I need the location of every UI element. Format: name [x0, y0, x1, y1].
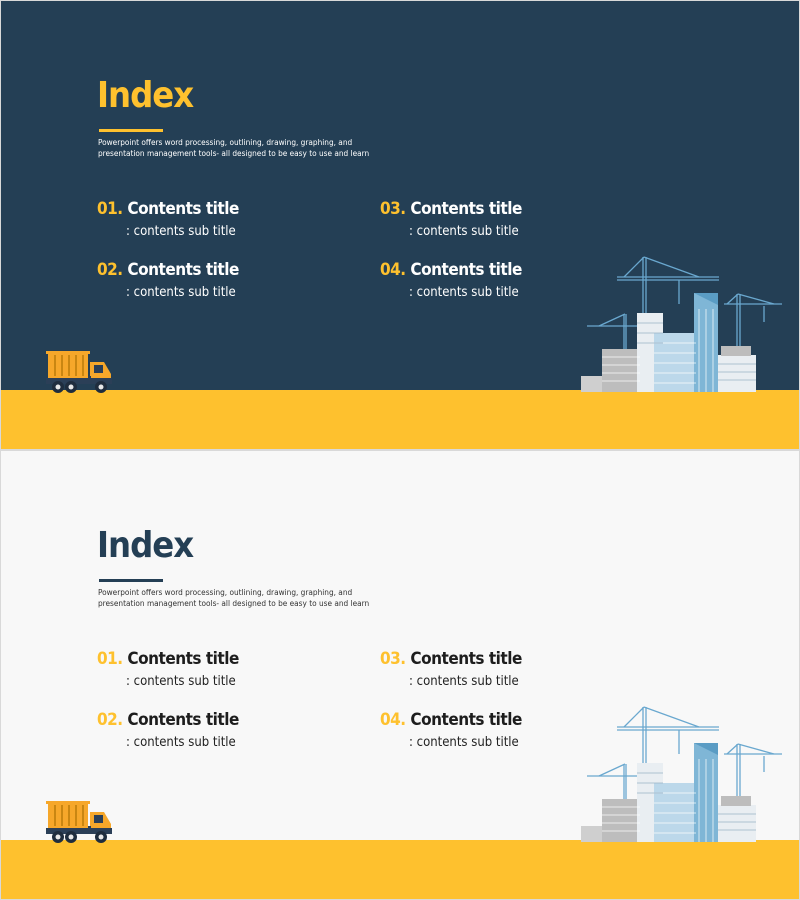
- item-subtitle: : contents sub title: [126, 674, 236, 689]
- item-title: Contents title: [410, 260, 522, 280]
- index-item-02: 02. Contents title : contents sub title: [97, 710, 239, 750]
- index-item-01: 01. Contents title : contents sub title: [97, 649, 239, 689]
- slide-dark: Index Powerpoint offers word processing,…: [0, 0, 800, 450]
- slide-description: Powerpoint offers word processing, outli…: [98, 137, 370, 158]
- slide-title: Index: [97, 525, 194, 566]
- item-number: 04.: [380, 710, 406, 730]
- city-skyline-icon: [581, 256, 782, 392]
- item-title: Contents title: [127, 199, 239, 219]
- item-subtitle: : contents sub title: [126, 735, 236, 750]
- item-title: Contents title: [410, 199, 522, 219]
- item-title: Contents title: [410, 649, 522, 669]
- index-item-01: 01. Contents title : contents sub title: [97, 199, 239, 239]
- item-number: 04.: [380, 260, 406, 280]
- ground-band: [1, 390, 799, 449]
- item-number: 02.: [97, 710, 123, 730]
- item-title: Contents title: [127, 260, 239, 280]
- item-number: 02.: [97, 260, 123, 280]
- truck-icon: [46, 801, 112, 843]
- item-title: Contents title: [127, 710, 239, 730]
- index-item-03: 03. Contents title : contents sub title: [380, 199, 522, 239]
- index-item-04: 04. Contents title : contents sub title: [380, 710, 522, 750]
- item-subtitle: : contents sub title: [409, 224, 519, 239]
- item-subtitle: : contents sub title: [409, 735, 519, 750]
- item-number: 03.: [380, 199, 406, 219]
- slide-light: Index Powerpoint offers word processing,…: [0, 450, 800, 900]
- ground-band: [1, 840, 799, 899]
- item-number: 01.: [97, 199, 123, 219]
- item-subtitle: : contents sub title: [126, 285, 236, 300]
- item-subtitle: : contents sub title: [409, 674, 519, 689]
- truck-icon: [46, 351, 112, 393]
- item-number: 03.: [380, 649, 406, 669]
- crane-icon: [587, 256, 782, 359]
- index-item-02: 02. Contents title : contents sub title: [97, 260, 239, 300]
- item-title: Contents title: [127, 649, 239, 669]
- title-underline: [99, 129, 163, 132]
- slide-description: Powerpoint offers word processing, outli…: [98, 587, 370, 608]
- title-underline: [99, 579, 163, 582]
- item-title: Contents title: [410, 710, 522, 730]
- slide-title: Index: [97, 75, 194, 116]
- item-subtitle: : contents sub title: [409, 285, 519, 300]
- index-item-04: 04. Contents title : contents sub title: [380, 260, 522, 300]
- index-item-03: 03. Contents title : contents sub title: [380, 649, 522, 689]
- item-number: 01.: [97, 649, 123, 669]
- city-skyline-icon: [581, 706, 782, 842]
- item-subtitle: : contents sub title: [126, 224, 236, 239]
